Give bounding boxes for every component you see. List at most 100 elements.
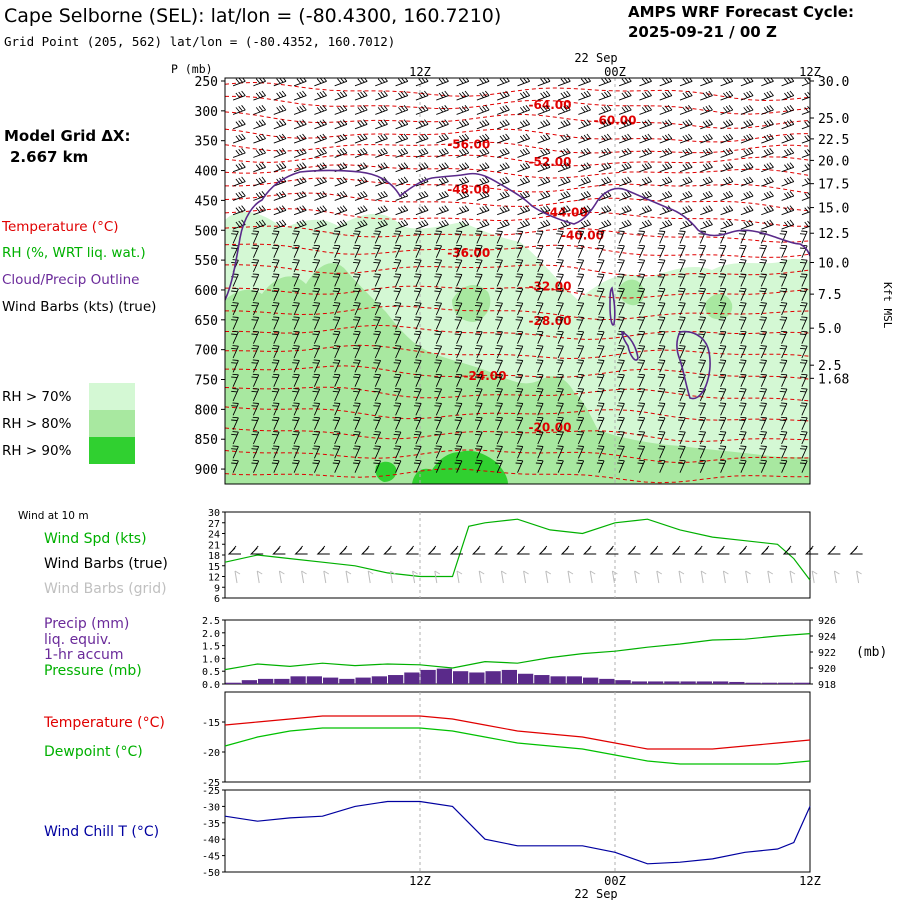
bottom-time-ticks: 12Z 00Z 12Z xyxy=(409,874,821,888)
wind-barb xyxy=(375,176,388,187)
wind-barb xyxy=(799,330,808,344)
temperature-contour-label: -28.00 xyxy=(529,314,572,328)
wind-barb xyxy=(720,191,734,201)
wind-barb xyxy=(273,162,287,173)
wind-barb xyxy=(637,416,646,430)
wind-barb xyxy=(556,373,564,387)
wind-barb xyxy=(476,162,490,173)
panel-y-tick-label: 2.5 xyxy=(202,616,220,627)
precip-bar xyxy=(485,671,501,684)
wind-barb xyxy=(495,459,503,473)
wind-barb xyxy=(799,302,808,316)
surface-wind-barb-true xyxy=(605,545,619,555)
rh80-region xyxy=(225,263,810,484)
wind-barb xyxy=(637,445,646,459)
wind-barb xyxy=(718,273,727,287)
wind-barb xyxy=(718,388,727,402)
wind-barb xyxy=(596,445,605,459)
wind-barb xyxy=(253,219,266,230)
wind-barb xyxy=(799,373,808,387)
height-tick-label: 7.5 xyxy=(818,288,841,303)
wind-barb xyxy=(678,302,686,316)
wind-barb xyxy=(535,431,544,445)
wind-barb xyxy=(231,302,239,316)
surface-wind-barb-grid xyxy=(722,570,729,584)
wind-barb xyxy=(415,133,429,144)
wind-barb xyxy=(659,162,673,173)
wind-barb xyxy=(779,302,788,316)
wind-barb xyxy=(738,302,747,316)
wind-barb xyxy=(292,416,300,430)
temperature-contour-label: -20.00 xyxy=(529,420,572,434)
wind-barb xyxy=(639,133,652,144)
wind-barb xyxy=(718,402,727,416)
temperature-contour-label: -48.00 xyxy=(447,183,490,197)
wind-barb xyxy=(454,316,463,330)
surface-wind-barb-true xyxy=(693,545,708,555)
wind-barb xyxy=(637,359,646,373)
wind-barb xyxy=(718,316,727,330)
surface-wind-barb-grid xyxy=(523,570,529,584)
wind-barb xyxy=(759,431,768,445)
wind-barb xyxy=(332,402,341,416)
wind-barb xyxy=(657,373,666,387)
surface-wind-barb-grid xyxy=(656,570,663,584)
wind-barb xyxy=(332,273,341,287)
wind-barb xyxy=(292,388,300,402)
wind-barb xyxy=(273,78,287,87)
wind-barb xyxy=(738,445,747,459)
wind-barb xyxy=(761,219,774,230)
wind-barb xyxy=(474,316,483,330)
wind-barb xyxy=(497,162,510,173)
wind-barb xyxy=(618,148,632,158)
wind-barb xyxy=(495,373,503,387)
precip-bar xyxy=(453,671,469,684)
panel-y-tick-label: 30 xyxy=(208,508,220,519)
height-tick-label: 22.5 xyxy=(818,133,849,148)
cloud-outline-cell-3 xyxy=(676,330,711,400)
wind-barb xyxy=(292,345,300,359)
wind-barb xyxy=(434,244,443,258)
wind-barb xyxy=(456,219,470,230)
wind-barb xyxy=(312,330,321,344)
wind-barb xyxy=(537,219,551,230)
wind-barb xyxy=(251,273,260,287)
wind-barb xyxy=(761,119,774,130)
wind-barb xyxy=(271,316,280,330)
wind-barb xyxy=(740,119,754,130)
wind-barb xyxy=(454,244,463,258)
wind-barb xyxy=(332,431,341,445)
wind-barb xyxy=(698,373,707,387)
wind-barb xyxy=(738,259,747,273)
precip-bar xyxy=(550,676,566,684)
wind-barb xyxy=(617,359,625,373)
precip-bar xyxy=(664,681,680,684)
wind-barb xyxy=(474,244,483,258)
surface-wind-barb-grid xyxy=(478,570,485,584)
cycle-label: AMPS WRF Forecast Cycle: xyxy=(628,3,854,21)
dewpoint-line xyxy=(224,727,811,765)
wind-barb xyxy=(679,119,693,130)
precip-accum-label: 1-hr accum xyxy=(44,647,124,663)
wind-barb xyxy=(761,148,774,158)
wind-barb xyxy=(415,191,429,201)
wind-barb xyxy=(657,287,666,301)
wind-barb xyxy=(415,148,429,158)
wind-barb xyxy=(434,230,443,244)
wind-barb xyxy=(413,316,422,330)
precip-bar xyxy=(761,682,777,684)
bottom-date-label: 22 Sep xyxy=(574,887,617,900)
wind-barb xyxy=(497,176,510,187)
wind-barb xyxy=(474,359,483,373)
wind-barb xyxy=(700,78,713,87)
wind-barb xyxy=(413,259,422,273)
wind-barb xyxy=(738,273,747,287)
wind-barb xyxy=(759,373,768,387)
surface-wind-barb-grid xyxy=(833,570,840,584)
wind-barb xyxy=(314,162,327,173)
height-tick-label: 12.5 xyxy=(818,227,849,242)
wind-barb xyxy=(497,191,510,201)
height-axis-ticks: 30.0 25.0 22.5 20.0 17.5 15.0 12.5 10.0 7.5 5.0 2.… xyxy=(810,75,849,387)
wind-barb xyxy=(456,105,470,115)
